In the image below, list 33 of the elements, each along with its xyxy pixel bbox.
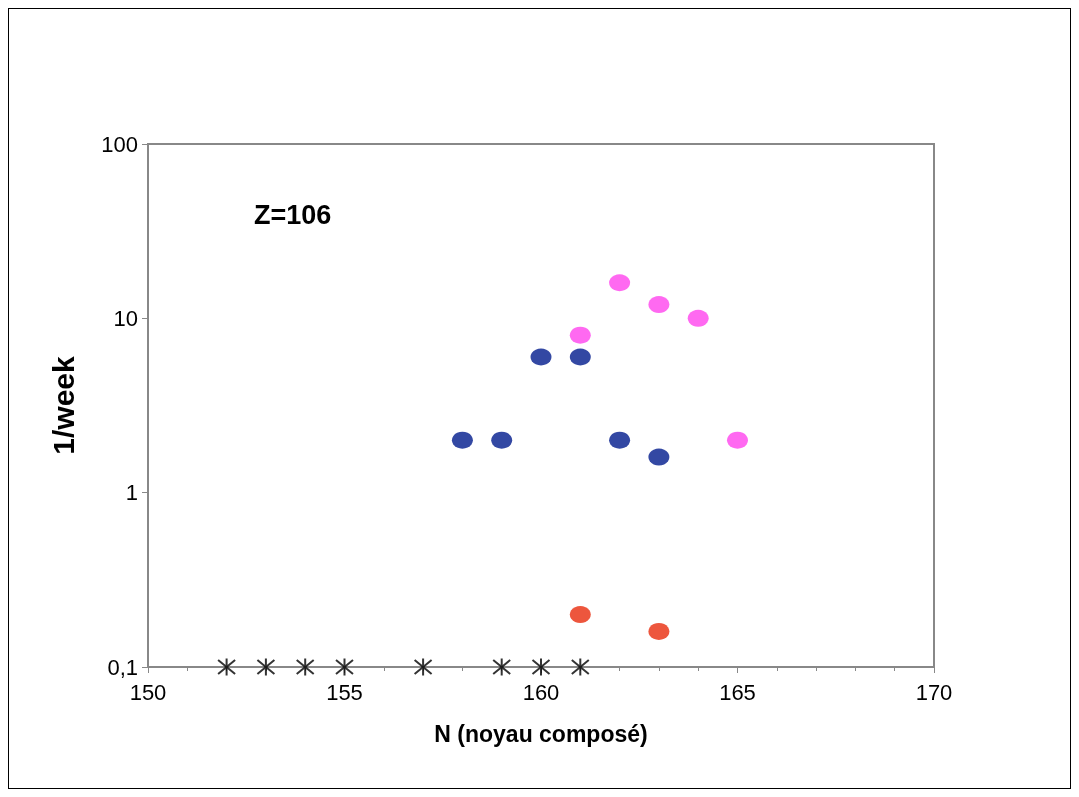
x-tick-label: 155	[326, 679, 363, 705]
point	[569, 326, 591, 344]
point	[648, 622, 670, 640]
point	[609, 274, 631, 292]
x-tick-label: 165	[719, 679, 756, 705]
y-axis-title: 1/week	[46, 355, 80, 455]
point	[569, 348, 591, 366]
point	[687, 309, 709, 327]
point	[451, 431, 473, 449]
point	[413, 657, 433, 677]
y-tick-label: 10	[113, 305, 138, 331]
x-tick-label: 170	[915, 679, 953, 705]
point	[569, 606, 591, 624]
y-tick-label: 100	[101, 131, 138, 157]
point	[256, 657, 276, 677]
point	[531, 657, 551, 677]
point	[570, 657, 590, 677]
point	[492, 657, 512, 677]
y-tick-label: 1	[125, 480, 138, 506]
point	[217, 657, 237, 677]
point	[530, 348, 552, 366]
point	[609, 431, 631, 449]
point	[295, 657, 315, 677]
x-tick-label: 160	[522, 679, 560, 705]
point	[335, 657, 354, 677]
point	[727, 431, 748, 449]
point	[491, 431, 513, 449]
x-tick-label: 150	[129, 679, 167, 705]
x-axis-title: N (noyau composé)	[434, 720, 648, 747]
annotation: Z=106	[254, 199, 332, 230]
y-tick-label: 0,1	[107, 654, 138, 680]
point	[648, 296, 670, 314]
point	[648, 448, 670, 466]
